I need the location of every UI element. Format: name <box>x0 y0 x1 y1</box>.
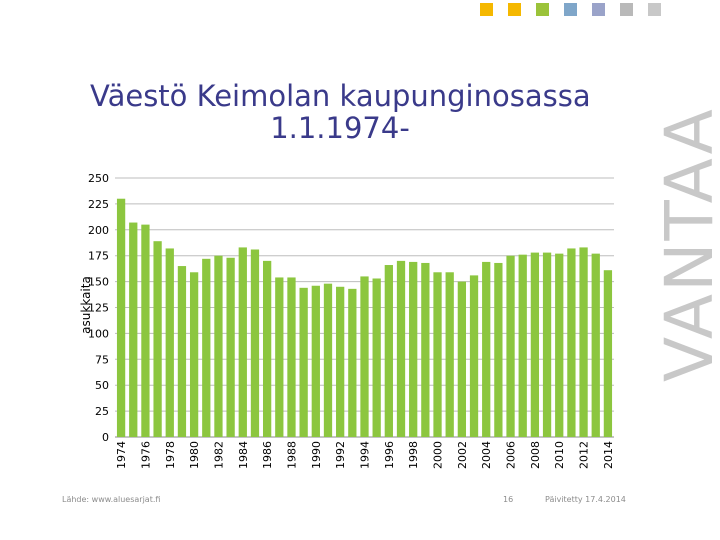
y-axis-label: asukkaita <box>79 276 93 334</box>
bar-1975 <box>129 222 138 437</box>
y-tick-label: 75 <box>95 353 109 366</box>
bar-1996 <box>384 265 393 437</box>
bar-1993 <box>348 288 357 437</box>
y-tick-label: 150 <box>88 276 109 289</box>
brand-square <box>592 3 605 16</box>
bar-1997 <box>396 260 406 437</box>
bar-1980 <box>189 272 199 437</box>
brand-square <box>536 3 549 16</box>
x-tick-label: 1984 <box>237 441 250 469</box>
bar-2000 <box>433 272 442 437</box>
bar-2009 <box>542 252 552 437</box>
x-tick-label: 1994 <box>359 441 372 469</box>
bar-1984 <box>238 247 247 437</box>
bar-2003 <box>469 275 479 437</box>
bar-1976 <box>141 224 150 437</box>
bar-1981 <box>202 258 211 437</box>
bar-1982 <box>214 255 223 437</box>
x-tick-label: 2012 <box>578 441 591 469</box>
x-tick-label: 1976 <box>139 441 152 469</box>
bar-1995 <box>372 278 381 437</box>
bar-2005 <box>494 262 503 437</box>
vantaa-logo-text: VANTAA <box>651 107 720 382</box>
brand-square <box>620 3 633 16</box>
bar-2007 <box>518 254 527 437</box>
slide-title: Väestö Keimolan kaupunginosassa 1.1.1974… <box>90 79 591 145</box>
bar-2004 <box>482 261 491 437</box>
bar-2011 <box>567 248 576 437</box>
x-tick-labels: 1974 1976 1978 1980 1982 1984 1986 1988 1990 1992… <box>115 441 615 469</box>
bar-1992 <box>336 286 345 437</box>
bar-1974 <box>116 198 126 437</box>
footer-source: Lähde: www.aluesarjat.fi <box>62 495 161 504</box>
x-tick-label: 2008 <box>529 441 542 469</box>
y-tick-label: 225 <box>88 198 109 211</box>
x-tick-label: 1974 <box>115 441 128 469</box>
vantaa-logo: VANTAA <box>651 107 720 382</box>
x-tick-label: 2002 <box>456 441 469 469</box>
title-line-2: 1.1.1974- <box>270 111 410 145</box>
brand-square <box>480 3 493 16</box>
bar-1990 <box>311 285 320 437</box>
bar-1988 <box>287 277 296 437</box>
bar-1998 <box>409 261 418 437</box>
x-tick-label: 2006 <box>505 441 518 469</box>
x-tick-label: 1992 <box>334 441 347 469</box>
y-tick-label: 50 <box>95 379 109 392</box>
bar-2013 <box>591 253 600 437</box>
bar-1991 <box>323 283 333 437</box>
x-tick-label: 2004 <box>480 441 493 469</box>
bar-1994 <box>360 276 369 437</box>
x-tick-label: 2000 <box>432 441 445 469</box>
bar-1999 <box>421 262 430 437</box>
brand-color-squares <box>480 0 720 18</box>
bar-1987 <box>275 277 284 437</box>
bar-2001 <box>445 272 454 437</box>
bar-2006 <box>506 255 515 437</box>
footer-page-number: 16 <box>503 495 514 504</box>
x-tick-label: 1996 <box>383 441 396 469</box>
bar-1983 <box>226 257 235 437</box>
bar-2012 <box>579 247 588 437</box>
y-tick-label: 100 <box>88 327 109 340</box>
bar-1986 <box>262 260 272 437</box>
bar-2008 <box>530 252 540 437</box>
y-tick-label: 125 <box>88 302 109 315</box>
y-tick-label: 25 <box>95 405 109 418</box>
y-tick-label: 250 <box>88 172 109 185</box>
bar-1977 <box>153 241 162 437</box>
x-tick-label: 1978 <box>164 441 177 469</box>
bar-1978 <box>165 248 174 437</box>
x-tick-label: 1990 <box>310 441 323 469</box>
bar-2014 <box>603 270 613 437</box>
bar-2010 <box>555 253 564 437</box>
bar-1989 <box>299 287 308 437</box>
bar-2002 <box>457 281 467 437</box>
y-tick-labels: 0 25 50 75 100 125 150 175 200 225 250 <box>88 172 109 444</box>
brand-square <box>648 3 661 16</box>
y-tick-label: 175 <box>88 250 109 263</box>
y-tick-label: 200 <box>88 224 109 237</box>
title-line-1: Väestö Keimolan kaupunginosassa <box>90 79 591 113</box>
x-tick-label: 1980 <box>188 441 201 469</box>
bar-1979 <box>177 266 187 437</box>
x-tick-label: 1986 <box>261 441 274 469</box>
x-tick-label: 2010 <box>553 441 566 469</box>
brand-square <box>564 3 577 16</box>
x-tick-label: 2014 <box>602 441 615 469</box>
y-tick-label: 0 <box>102 431 109 444</box>
brand-square <box>508 3 521 16</box>
bars <box>116 198 613 437</box>
bar-1985 <box>250 249 260 437</box>
x-tick-label: 1982 <box>212 441 225 469</box>
x-tick-label: 1998 <box>407 441 420 469</box>
footer-updated: Päivitetty 17.4.2014 <box>545 495 626 504</box>
x-tick-label: 1988 <box>285 441 298 469</box>
